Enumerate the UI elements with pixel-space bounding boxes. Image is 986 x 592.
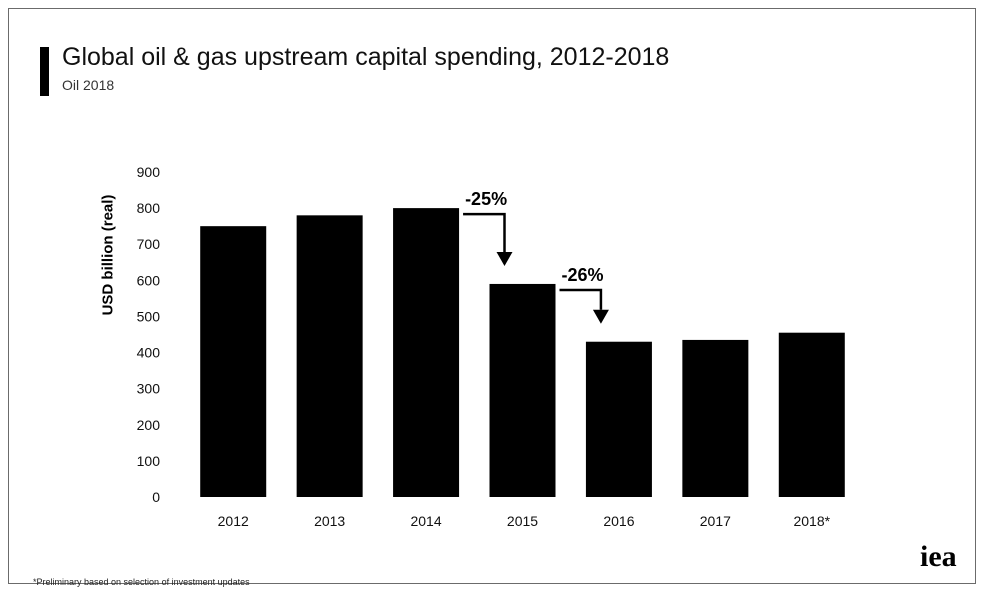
- footnote: *Preliminary based on selection of inves…: [33, 577, 250, 587]
- bar-2015: [489, 283, 556, 497]
- x-tick-label: 2015: [507, 513, 538, 529]
- x-tick-label: 2018*: [793, 513, 830, 529]
- change-arrow: [463, 212, 506, 252]
- x-tick-label: 2017: [700, 513, 731, 529]
- arrow-head: [496, 251, 513, 266]
- chart-title: Global oil & gas upstream capital spendi…: [62, 43, 670, 71]
- chart-subtitle: Oil 2018: [62, 77, 115, 93]
- bar-2018: [778, 332, 845, 497]
- y-tick-label: 600: [137, 272, 161, 288]
- iea-logo: iea: [920, 540, 957, 573]
- x-tick-label: 2012: [218, 513, 249, 529]
- arrow-head: [592, 309, 609, 324]
- change-label: -26%: [562, 265, 604, 285]
- x-tick-label: 2016: [603, 513, 634, 529]
- bar-2017: [682, 339, 749, 497]
- y-tick-label: 0: [152, 489, 160, 505]
- y-tick-label: 800: [137, 200, 161, 216]
- y-tick-label: 100: [137, 453, 161, 469]
- change-label: -25%: [465, 189, 507, 209]
- bar-2012: [200, 226, 267, 497]
- x-tick-label: 2014: [410, 513, 441, 529]
- bar-2016: [585, 341, 652, 497]
- y-tick-label: 400: [137, 345, 161, 361]
- bar-2014: [393, 208, 460, 497]
- y-tick-label: 500: [137, 308, 161, 324]
- change-arrow: [559, 288, 603, 310]
- y-tick-label: 200: [137, 417, 161, 433]
- y-tick-label: 300: [137, 381, 161, 397]
- title-accent-bar: [40, 47, 49, 96]
- y-tick-label: 900: [137, 164, 161, 180]
- x-tick-label: 2013: [314, 513, 345, 529]
- y-tick-label: 700: [137, 236, 161, 252]
- bar-2013: [296, 215, 363, 498]
